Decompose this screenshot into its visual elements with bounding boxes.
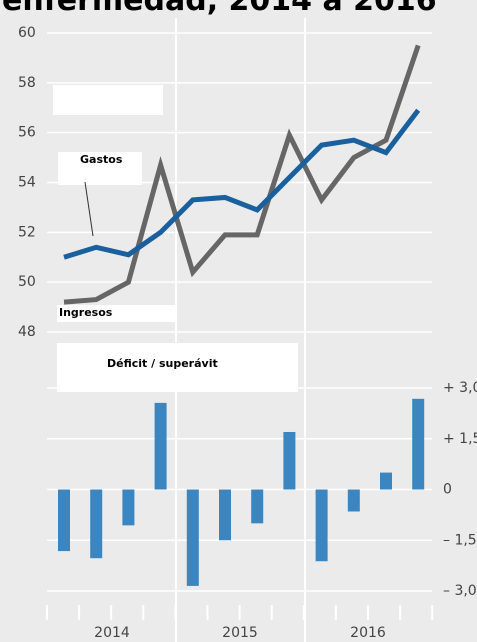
- series-line: [63, 44, 421, 305]
- y-tick-label: 60: [18, 25, 36, 41]
- bar: [283, 431, 296, 490]
- x-group-label: 2015: [222, 625, 258, 641]
- y-tick-label: 58: [18, 75, 36, 91]
- label-box: [57, 305, 176, 322]
- bar: [380, 472, 392, 490]
- y-tick-label: 50: [18, 274, 36, 290]
- chart-title: enfermedad, 2014 a 2016: [2, 0, 437, 18]
- legend-label: Gastos: [80, 153, 123, 166]
- bar: [186, 489, 199, 586]
- y-tick-label: 54: [18, 175, 36, 191]
- bar: [251, 489, 264, 524]
- bar: [219, 489, 231, 541]
- chart-subtitle: Déficit / superávit: [107, 357, 218, 370]
- y-tick-label: 56: [18, 125, 36, 141]
- bar: [315, 489, 328, 562]
- bar: [412, 398, 425, 490]
- leader-line: [84, 181, 94, 237]
- y-tick-label: – 3,0: [443, 583, 477, 599]
- bar: [90, 489, 103, 559]
- x-group-label: 2014: [94, 625, 130, 641]
- y-tick-label: – 1,5: [443, 532, 477, 548]
- label-box: [57, 343, 298, 392]
- series-line: [63, 108, 421, 260]
- y-tick-label: 52: [18, 224, 36, 240]
- bar: [154, 402, 167, 490]
- x-group-label: 2016: [350, 625, 386, 641]
- bar: [122, 489, 135, 526]
- y-tick-label: + 3,0: [443, 380, 477, 396]
- legend-label: Ingresos: [59, 306, 113, 319]
- y-tick-label: 0: [443, 482, 452, 498]
- label-box: [58, 152, 142, 185]
- bar: [58, 489, 70, 552]
- bar: [347, 489, 360, 512]
- y-tick-label: 48: [18, 324, 36, 340]
- y-tick-label: + 1,5: [443, 431, 477, 447]
- label-box: [53, 85, 163, 115]
